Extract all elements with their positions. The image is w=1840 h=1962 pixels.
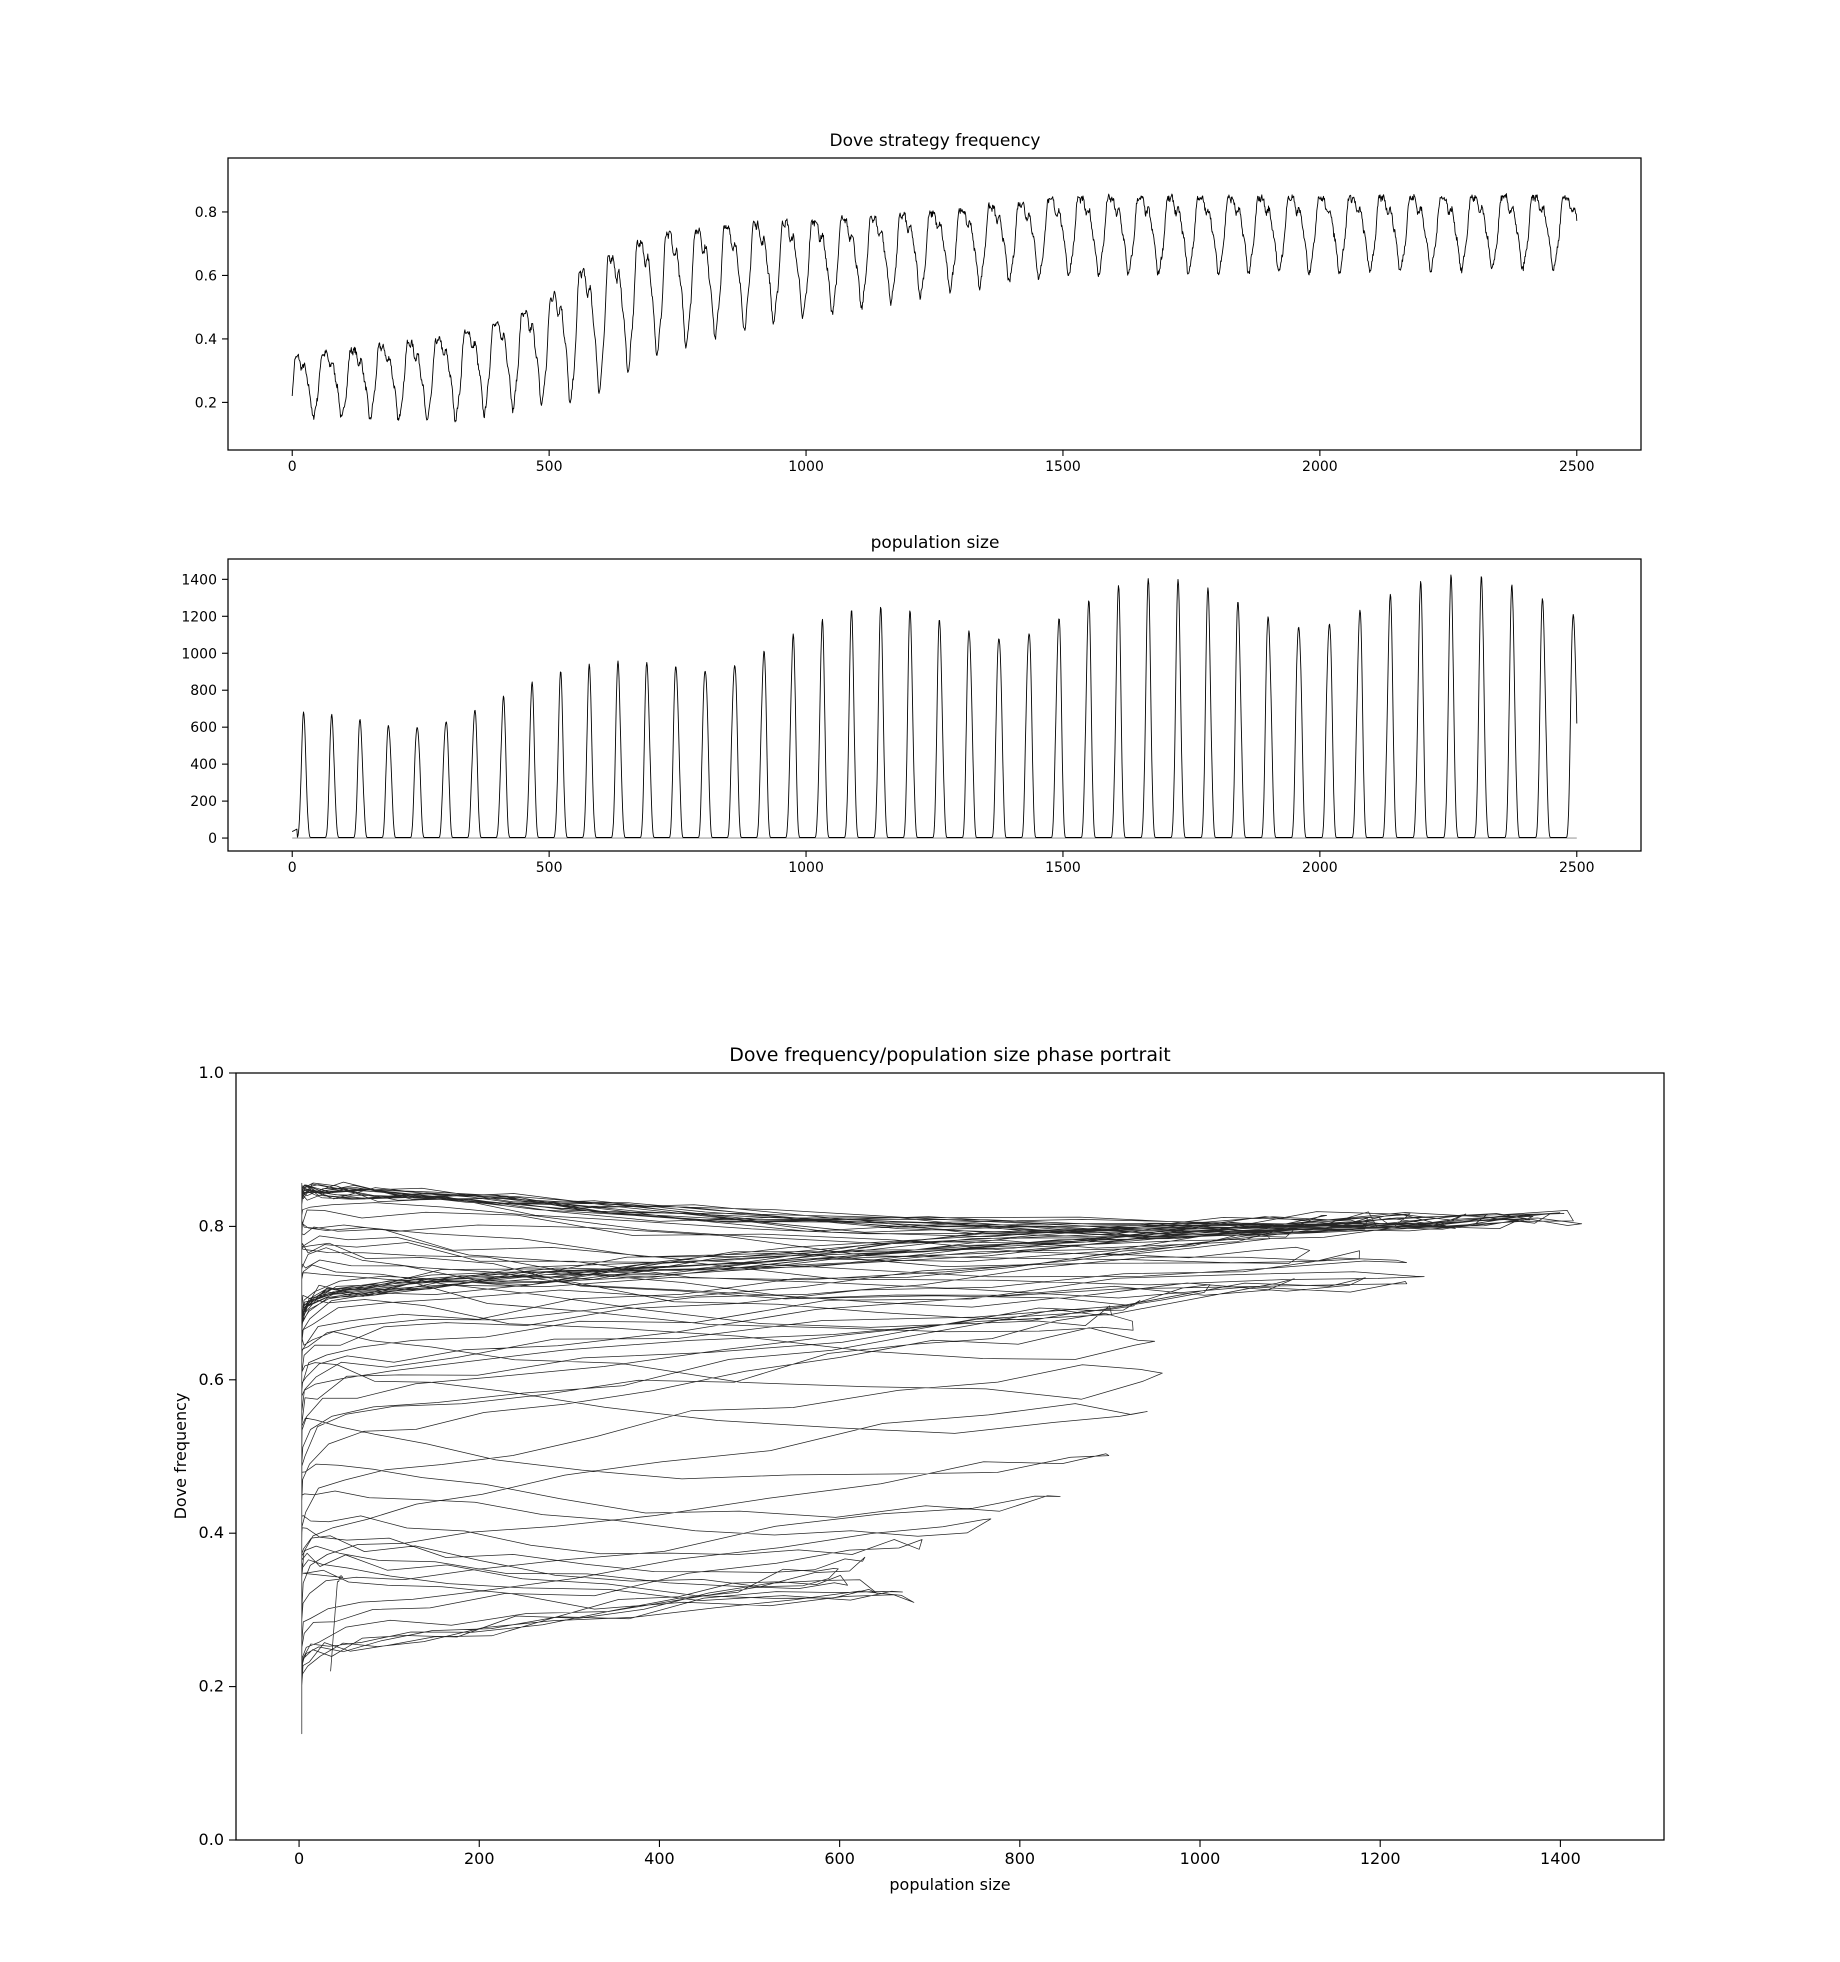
x-tick-label: 1000	[1180, 1849, 1221, 1868]
series-line-dove-frequency	[291, 193, 1578, 423]
series-line-population	[291, 574, 1578, 838]
y-tick-label: 0.0	[199, 1830, 224, 1849]
y-tick-label: 600	[190, 720, 217, 736]
chart-title: Dove frequency/population size phase por…	[729, 1044, 1170, 1066]
y-tick-label: 0.6	[195, 268, 217, 284]
x-tick-label: 500	[536, 860, 563, 876]
x-tick-label: 400	[644, 1849, 675, 1868]
plot-area-frame	[227, 157, 1642, 451]
y-tick-label: 1.0	[199, 1063, 224, 1082]
y-tick-label: 0.2	[199, 1677, 224, 1696]
x-tick-label: 1200	[1360, 1849, 1401, 1868]
x-tick-label: 1400	[1540, 1849, 1581, 1868]
x-tick-label: 800	[1005, 1849, 1036, 1868]
x-tick-label: 200	[464, 1849, 495, 1868]
series	[301, 1181, 1583, 1735]
x-tick-label: 0	[294, 1849, 304, 1868]
x-tick-label: 2000	[1302, 459, 1338, 475]
y-tick-label: 0.2	[195, 395, 217, 411]
y-axis-label: Dove frequency	[171, 1393, 190, 1520]
chart-title: population size	[871, 533, 1000, 553]
chart-title: Dove strategy frequency	[830, 131, 1041, 151]
x-tick-label: 600	[824, 1849, 855, 1868]
series	[291, 574, 1578, 839]
x-tick-label: 2500	[1559, 459, 1595, 475]
plot-area-frame	[227, 558, 1642, 852]
ticks: 0 500 1000 1500 2000 2500 0.2 0.4 0.6 0.8	[195, 205, 1595, 475]
y-tick-label: 200	[190, 794, 217, 810]
x-axis-label: population size	[889, 1875, 1010, 1894]
y-tick-label: 1200	[181, 609, 217, 625]
ticks: 0 200 400 600 800 1000 1200 1400 0.0 0.2 0.4 0.6 0.8…	[199, 1063, 1581, 1868]
y-tick-label: 0	[208, 831, 217, 847]
panel-phase-portrait: Dove frequency/population size phase por…	[171, 1044, 1665, 1894]
x-tick-label: 1000	[788, 860, 824, 876]
y-tick-label: 0.6	[199, 1370, 224, 1389]
y-tick-label: 0.8	[195, 205, 217, 221]
series	[291, 193, 1578, 423]
x-tick-label: 0	[288, 459, 297, 475]
y-tick-label: 0.4	[195, 332, 217, 348]
y-tick-label: 0.4	[199, 1523, 224, 1542]
x-tick-label: 2000	[1302, 860, 1338, 876]
x-tick-label: 0	[288, 860, 297, 876]
x-tick-label: 1000	[788, 459, 824, 475]
y-tick-label: 1400	[181, 572, 217, 588]
panel-population-size: population size 0 500 1000 1500 2000 2500 0 200…	[181, 533, 1642, 876]
ticks: 0 500 1000 1500 2000 2500 0 200 400 600 800 1000 120…	[181, 572, 1594, 876]
x-tick-label: 500	[536, 459, 563, 475]
x-tick-label: 1500	[1045, 459, 1081, 475]
y-tick-label: 1000	[181, 646, 217, 662]
phase-trajectory	[301, 1181, 1583, 1735]
plot-area-frame	[235, 1072, 1665, 1841]
x-tick-label: 1500	[1045, 860, 1081, 876]
panel-dove-frequency: Dove strategy frequency 0 500 1000 1500 2000…	[195, 131, 1642, 475]
y-tick-label: 800	[190, 683, 217, 699]
x-tick-label: 2500	[1559, 860, 1595, 876]
y-tick-label: 400	[190, 757, 217, 773]
y-tick-label: 0.8	[199, 1216, 224, 1235]
